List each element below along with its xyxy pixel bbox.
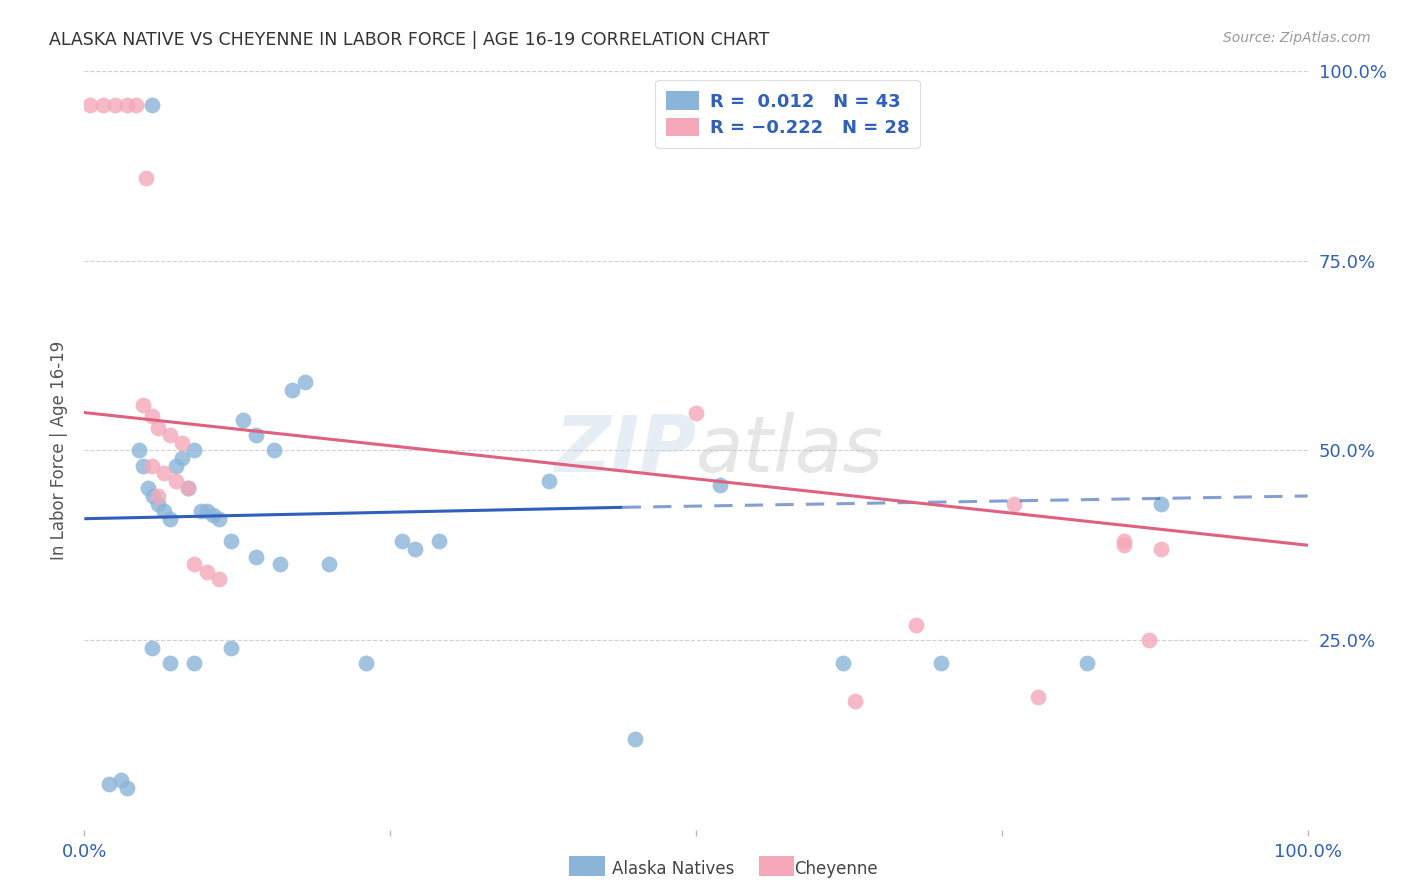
Point	[269, 557, 291, 572]
Text: ALASKA NATIVE VS CHEYENNE IN LABOR FORCE | AGE 16-19 CORRELATION CHART: ALASKA NATIVE VS CHEYENNE IN LABOR FORCE…	[49, 31, 769, 49]
Point	[404, 542, 426, 557]
Point	[709, 477, 731, 491]
Point	[141, 98, 163, 112]
Point	[115, 780, 138, 795]
Point	[245, 549, 267, 564]
Point	[79, 98, 101, 112]
Point	[263, 443, 285, 458]
Legend: R =  0.012   N = 43, R = −0.222   N = 28: R = 0.012 N = 43, R = −0.222 N = 28	[655, 80, 920, 148]
Point	[146, 489, 169, 503]
Point	[183, 557, 205, 572]
Point	[1150, 542, 1173, 557]
Point	[141, 458, 163, 473]
Point	[153, 467, 176, 481]
Point	[165, 474, 187, 488]
Point	[1002, 496, 1025, 510]
Point	[190, 504, 212, 518]
Point	[294, 376, 316, 390]
Point	[159, 512, 181, 526]
Point	[427, 534, 450, 549]
Point	[318, 557, 340, 572]
Point	[141, 409, 163, 424]
Point	[195, 565, 218, 579]
Point	[142, 489, 165, 503]
Point	[245, 428, 267, 442]
Point	[281, 383, 304, 397]
Point	[391, 534, 413, 549]
Point	[165, 458, 187, 473]
Point	[153, 504, 176, 518]
Point	[183, 443, 205, 458]
Point	[128, 443, 150, 458]
Point	[177, 482, 200, 496]
Point	[132, 398, 155, 412]
Point	[208, 573, 231, 587]
Point	[905, 617, 928, 632]
Point	[146, 421, 169, 435]
Point	[844, 694, 866, 708]
Text: ZIP: ZIP	[554, 412, 696, 489]
Point	[172, 451, 194, 466]
Point	[91, 98, 114, 112]
Point	[159, 428, 181, 442]
Text: Source: ZipAtlas.com: Source: ZipAtlas.com	[1223, 31, 1371, 45]
Point	[1137, 633, 1160, 648]
Point	[177, 482, 200, 496]
Point	[136, 482, 159, 496]
Point	[1028, 690, 1050, 704]
Point	[115, 98, 138, 112]
Point	[146, 496, 169, 510]
Point	[354, 656, 377, 670]
Point	[172, 436, 194, 450]
Point	[132, 458, 155, 473]
Point	[183, 656, 205, 670]
Point	[624, 731, 647, 746]
Point	[97, 777, 120, 791]
Text: Alaska Natives: Alaska Natives	[612, 860, 734, 878]
Point	[201, 508, 224, 522]
Point	[831, 656, 853, 670]
Point	[1114, 538, 1136, 552]
Point	[1114, 534, 1136, 549]
Point	[195, 504, 218, 518]
Point	[141, 640, 163, 655]
Point	[538, 474, 561, 488]
Point	[208, 512, 231, 526]
Point	[219, 534, 242, 549]
Point	[1150, 496, 1173, 510]
Point	[135, 170, 157, 185]
Point	[110, 773, 132, 788]
Y-axis label: In Labor Force | Age 16-19: In Labor Force | Age 16-19	[49, 341, 67, 560]
Text: atlas: atlas	[696, 412, 884, 489]
Point	[104, 98, 127, 112]
Point	[125, 98, 148, 112]
Point	[159, 656, 181, 670]
Point	[232, 413, 254, 427]
Point	[685, 405, 707, 420]
Point	[929, 656, 952, 670]
Text: Cheyenne: Cheyenne	[794, 860, 877, 878]
Point	[1076, 656, 1098, 670]
Point	[219, 640, 242, 655]
